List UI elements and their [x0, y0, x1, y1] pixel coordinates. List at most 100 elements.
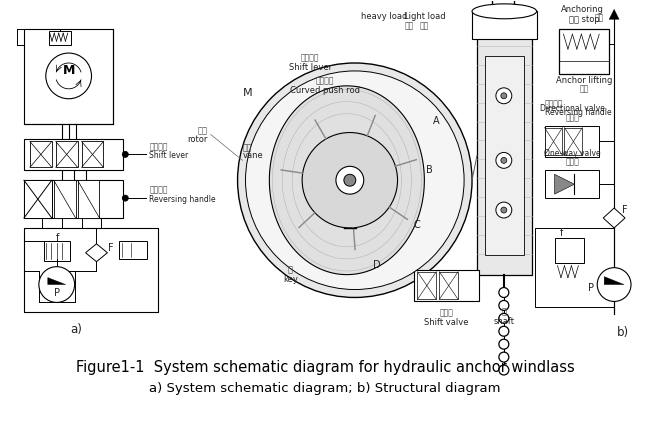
- Text: Shift lever: Shift lever: [149, 151, 188, 160]
- Text: Shift lever: Shift lever: [289, 64, 332, 73]
- Text: 换挡手柄: 换挡手柄: [149, 142, 168, 151]
- Text: 换向阀: 换向阀: [566, 113, 579, 122]
- Bar: [472, 11, 537, 39]
- Circle shape: [501, 157, 507, 163]
- Bar: [24, 180, 124, 218]
- Circle shape: [499, 326, 509, 336]
- Polygon shape: [269, 86, 424, 275]
- Circle shape: [237, 63, 472, 298]
- Bar: [417, 272, 436, 299]
- Text: 转子: 转子: [198, 126, 208, 135]
- Polygon shape: [554, 174, 575, 194]
- Text: 轻载: 轻载: [420, 22, 429, 31]
- Circle shape: [496, 202, 512, 218]
- Circle shape: [46, 53, 92, 99]
- Text: a): a): [71, 323, 83, 336]
- Text: 换向手柄: 换向手柄: [545, 99, 563, 108]
- Text: b): b): [617, 326, 629, 339]
- Circle shape: [499, 288, 509, 298]
- Text: a) System schematic diagram; b) Structural diagram: a) System schematic diagram; b) Structur…: [150, 382, 500, 395]
- Text: 停止 stop: 停止 stop: [569, 15, 600, 24]
- Text: 换向手柄: 换向手柄: [149, 186, 168, 195]
- Circle shape: [499, 352, 509, 362]
- Bar: [545, 127, 562, 156]
- Bar: [485, 56, 524, 255]
- Bar: [560, 29, 609, 74]
- Bar: [30, 142, 52, 167]
- Text: 重载: 重载: [405, 22, 414, 31]
- Polygon shape: [604, 276, 624, 285]
- Text: P: P: [588, 283, 594, 292]
- Text: Reversing handle: Reversing handle: [545, 108, 611, 117]
- Text: Curved push rod: Curved push rod: [290, 86, 360, 95]
- Circle shape: [302, 133, 398, 228]
- Bar: [44, 241, 70, 260]
- Text: 单向阀: 单向阀: [566, 158, 579, 167]
- Text: 弧形推杆: 弧形推杆: [316, 76, 334, 86]
- Text: key: key: [283, 275, 298, 284]
- Bar: [54, 180, 75, 218]
- Polygon shape: [86, 244, 107, 262]
- Circle shape: [496, 88, 512, 104]
- Circle shape: [246, 71, 464, 289]
- Bar: [415, 270, 479, 302]
- Bar: [564, 127, 582, 156]
- Text: D: D: [373, 260, 380, 270]
- Circle shape: [499, 300, 509, 310]
- Circle shape: [499, 313, 509, 323]
- Text: 叶片: 叶片: [242, 143, 252, 152]
- Text: F: F: [622, 205, 628, 215]
- Bar: [24, 228, 158, 312]
- Text: f: f: [56, 233, 59, 243]
- Circle shape: [496, 152, 512, 168]
- Circle shape: [344, 174, 356, 186]
- Circle shape: [39, 267, 75, 302]
- Polygon shape: [609, 10, 619, 19]
- Text: 键: 键: [288, 265, 292, 274]
- Bar: [120, 241, 147, 259]
- Text: f: f: [560, 228, 563, 238]
- Text: M: M: [62, 64, 75, 77]
- Polygon shape: [603, 208, 625, 228]
- Bar: [439, 272, 458, 299]
- Circle shape: [336, 166, 364, 194]
- Text: Reversing handle: Reversing handle: [149, 194, 216, 203]
- Circle shape: [597, 268, 631, 302]
- Text: Directional valve: Directional valve: [540, 104, 605, 113]
- Bar: [477, 36, 532, 275]
- Text: 换挡阀: 换挡阀: [439, 308, 453, 317]
- Text: Anchor lifting: Anchor lifting: [556, 76, 612, 86]
- Bar: [24, 29, 113, 124]
- Text: P: P: [54, 289, 60, 299]
- Text: M: M: [242, 88, 252, 98]
- Text: 抛锚: 抛锚: [595, 14, 604, 23]
- Text: 轴: 轴: [501, 307, 506, 316]
- Text: 起锚: 起锚: [580, 84, 589, 93]
- Bar: [56, 142, 77, 167]
- Text: Shift valve: Shift valve: [424, 318, 469, 327]
- Text: B: B: [426, 165, 433, 175]
- Bar: [24, 139, 124, 170]
- Text: A: A: [433, 116, 439, 126]
- Text: Figure1-1  System schematic diagram for hydraulic anchor windlass: Figure1-1 System schematic diagram for h…: [75, 359, 575, 375]
- Polygon shape: [48, 278, 66, 285]
- Circle shape: [122, 152, 128, 157]
- Bar: [554, 238, 584, 263]
- Circle shape: [501, 207, 507, 213]
- Text: heavy load: heavy load: [361, 12, 408, 21]
- Bar: [77, 180, 99, 218]
- Text: F: F: [108, 243, 113, 253]
- Text: C: C: [413, 220, 420, 230]
- Bar: [545, 170, 599, 198]
- Ellipse shape: [472, 4, 537, 19]
- Bar: [82, 142, 103, 167]
- Text: 换挡手柄: 换挡手柄: [301, 54, 319, 63]
- Bar: [24, 180, 52, 218]
- Text: Anchoring: Anchoring: [562, 5, 605, 14]
- Text: Light load: Light load: [404, 12, 445, 21]
- Bar: [545, 126, 599, 157]
- Bar: [49, 31, 71, 45]
- Text: rotor: rotor: [187, 135, 208, 144]
- Circle shape: [122, 195, 128, 201]
- Circle shape: [499, 339, 509, 349]
